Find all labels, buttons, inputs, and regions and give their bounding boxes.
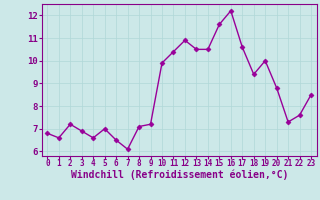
- X-axis label: Windchill (Refroidissement éolien,°C): Windchill (Refroidissement éolien,°C): [70, 169, 288, 180]
